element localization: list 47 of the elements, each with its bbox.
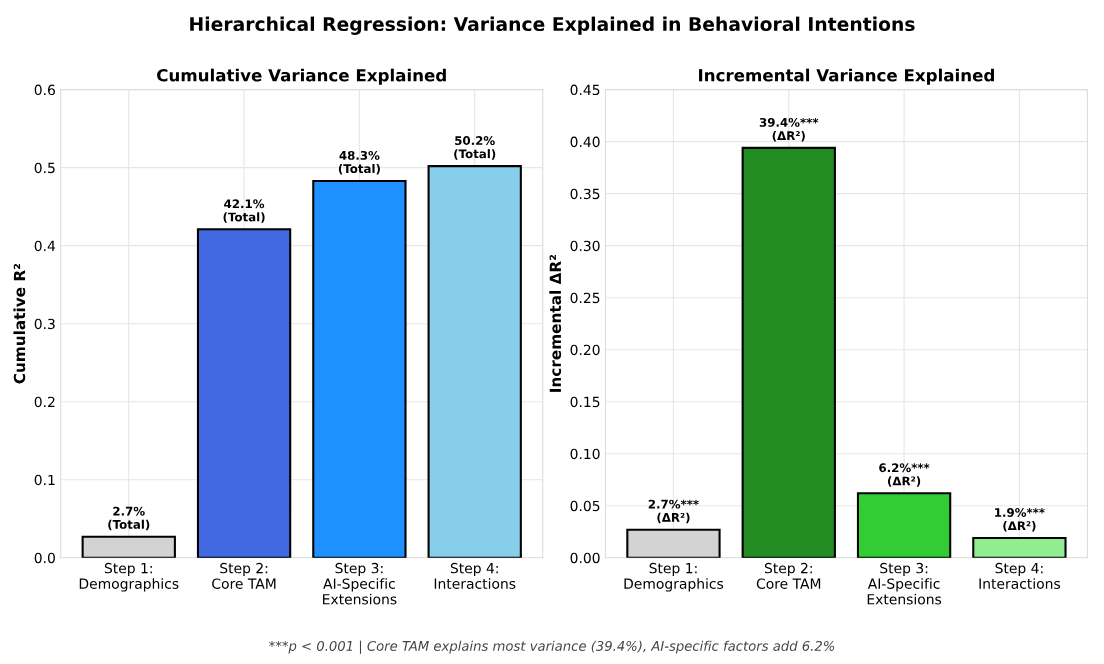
data-label: 39.4%*** (ΔR²) [759,117,819,142]
chart-title: Incremental Variance Explained [699,68,994,85]
data-label: 2.7%*** (ΔR²) [648,499,699,524]
bar [196,228,292,558]
y-tick-label: 0.1 [34,474,55,486]
data-label: 48.3% (Total) [338,150,380,175]
y-tick-label: 0.0 [34,552,55,564]
chart-title: Cumulative Variance Explained [157,68,446,85]
x-tick-label: Step 2: Core TAM [756,562,821,589]
y-tick-label: 0.20 [570,344,600,356]
y-tick-label: 0.05 [570,500,600,512]
x-tick-label: Step 3: AI-Specific Extensions [867,562,942,605]
y-tick-label: 0.10 [570,448,600,460]
y-tick-label: 0.45 [570,84,600,96]
data-label: 50.2% (Total) [454,136,496,160]
y-tick-label: 0.2 [34,396,55,408]
y-tick-label: 0.25 [570,292,600,304]
data-label: 42.1% (Total) [223,199,265,223]
text: ***p < 0.001 | Core TAM explains most variance (39.4%), AI-specific factors add 6.2% [269,640,835,654]
bar [741,146,836,558]
x-tick-label: Step 2: Core TAM [212,562,276,589]
bar [626,528,721,558]
bar [856,492,952,558]
y-tick-label: 0.5 [34,162,55,174]
y-axis-title: Cumulative R² [13,264,26,384]
y-tick-label: 0.00 [570,552,600,564]
y-tick-label: 0.40 [570,136,600,148]
x-tick-label: Step 4: Interactions [434,562,516,589]
x-tick-label: Step 3: AI-Specific Extensions [323,562,397,605]
y-axis-title: Incremental ΔR² [549,255,562,392]
x-tick-label: Step 1: Demographics [79,562,179,592]
y-tick-label: 0.6 [34,84,55,96]
data-label: 6.2%*** (ΔR²) [879,463,930,487]
bar [312,179,407,558]
bar [427,165,522,558]
y-tick-label: 0.15 [570,396,600,408]
data-label: 2.7% (Total) [108,506,150,531]
x-tick-label: Step 1: Demographics [624,562,724,592]
text: Hierarchical Regression: Variance Explained in Behavioral Intentions [190,16,915,35]
bar [81,535,176,558]
x-tick-label: Step 4: Interactions [979,562,1061,589]
y-tick-label: 0.3 [34,318,55,330]
data-label: 1.9%*** (ΔR²) [995,508,1045,532]
y-tick-label: 0.4 [34,240,56,252]
bar [972,536,1067,558]
y-tick-label: 0.30 [570,240,600,252]
y-tick-label: 0.35 [570,188,600,200]
